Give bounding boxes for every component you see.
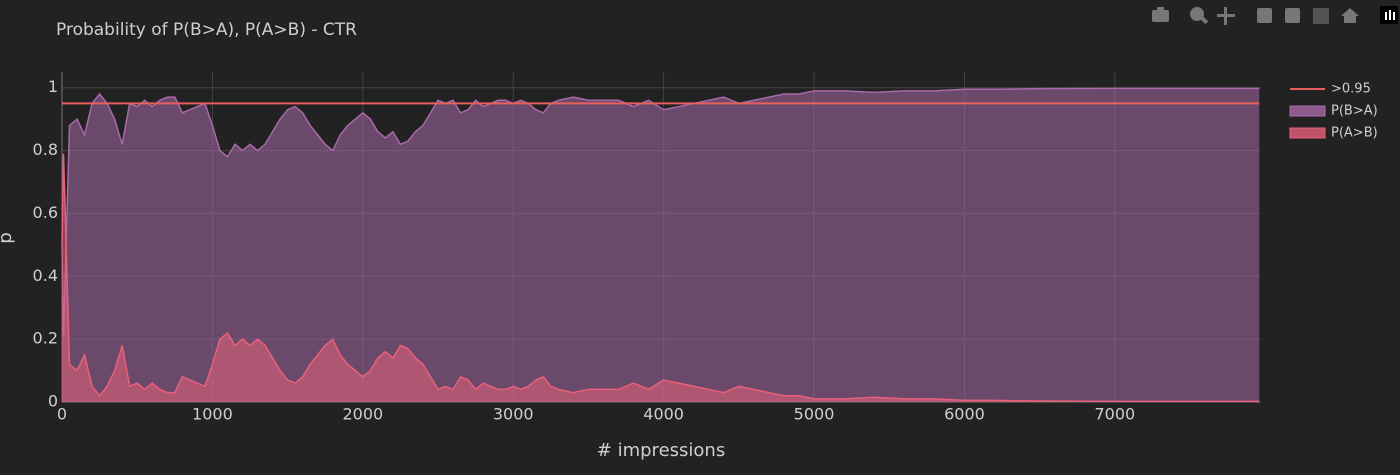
y-tick-label: 0.8 [33, 140, 58, 159]
y-tick-label: 0.4 [33, 266, 58, 285]
x-tick-label: 5000 [794, 405, 835, 424]
legend-swatch [1289, 105, 1326, 117]
x-tick-label: 4000 [643, 405, 684, 424]
x-axis-title: # impressions [597, 440, 725, 461]
y-axis-title: p [0, 232, 16, 243]
area-line [61, 153, 1260, 403]
x-tick-label: 2000 [342, 405, 383, 424]
y-tick-label: 0.2 [33, 329, 58, 348]
camera-button[interactable] [1152, 7, 1169, 22]
legend-label: >0.95 [1331, 82, 1371, 97]
x-tick-label: 7000 [1094, 405, 1135, 424]
autoscale-button[interactable] [1313, 8, 1329, 24]
zoom-out-button[interactable] [1285, 8, 1300, 23]
chart-title: Probability of P(B>A), P(A>B) - CTR [56, 20, 357, 40]
x-tick-label: 1000 [192, 405, 233, 424]
x-tick-label: 0 [57, 405, 67, 424]
modebar [1152, 6, 1398, 25]
area-fill [62, 88, 1260, 402]
x-tick-label: 3000 [493, 405, 534, 424]
zoom-button[interactable] [1190, 7, 1209, 25]
zoom-in-button[interactable] [1257, 8, 1272, 23]
y-tick-label: 0.6 [33, 203, 58, 222]
area-line [61, 87, 1260, 337]
x-tick-label: 6000 [944, 405, 985, 424]
reset-button[interactable] [1341, 8, 1359, 23]
legend-label: P(B>A) [1331, 104, 1378, 119]
legend-swatch [1289, 127, 1326, 139]
y-tick-label: 1 [48, 77, 58, 96]
legend-label: P(A>B) [1331, 126, 1378, 141]
plotly-logo[interactable] [1380, 6, 1398, 24]
y-tick-label: 0 [48, 392, 58, 411]
pan-button[interactable] [1217, 7, 1235, 25]
